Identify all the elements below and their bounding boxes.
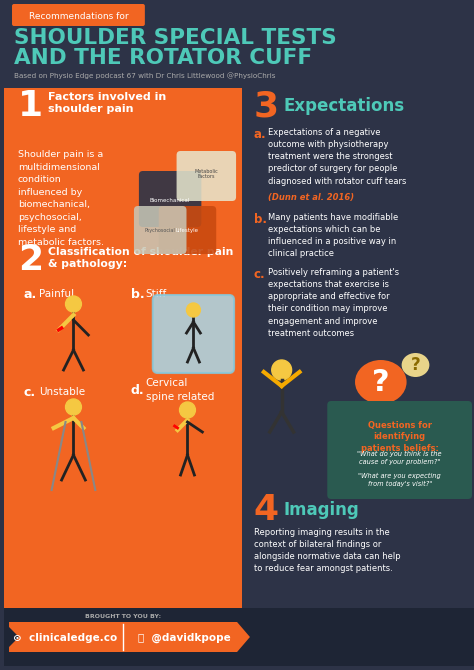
Text: Unstable: Unstable — [39, 387, 85, 397]
FancyBboxPatch shape — [327, 401, 472, 499]
Text: c.: c. — [254, 268, 265, 281]
Polygon shape — [9, 622, 250, 652]
Text: Classification of shoulder pain
& pathology:: Classification of shoulder pain & pathol… — [48, 247, 233, 269]
Text: c.: c. — [24, 385, 36, 399]
Text: Positively reframing a patient's
expectations that exercise is
appropriate and e: Positively reframing a patient's expecta… — [268, 268, 399, 338]
Text: ?: ? — [410, 356, 420, 374]
Text: Stiff: Stiff — [146, 289, 167, 299]
Text: Painful: Painful — [39, 289, 74, 299]
Circle shape — [65, 399, 82, 415]
Circle shape — [272, 360, 292, 380]
Text: AND THE ROTATOR CUFF: AND THE ROTATOR CUFF — [14, 48, 312, 68]
FancyBboxPatch shape — [4, 608, 474, 666]
Polygon shape — [4, 622, 19, 652]
Text: ⊙  clinicaledge.co: ⊙ clinicaledge.co — [13, 633, 118, 643]
Text: Imaging: Imaging — [283, 501, 359, 519]
FancyBboxPatch shape — [177, 151, 236, 201]
Text: SHOULDER SPECIAL TESTS: SHOULDER SPECIAL TESTS — [14, 28, 337, 48]
Text: a.: a. — [24, 287, 37, 301]
FancyBboxPatch shape — [153, 295, 234, 373]
FancyBboxPatch shape — [134, 206, 186, 254]
Text: Cervical
spine related: Cervical spine related — [146, 379, 214, 401]
Text: Psychosocial: Psychosocial — [145, 228, 175, 232]
Text: Expectations: Expectations — [283, 97, 405, 115]
Text: b.: b. — [254, 213, 267, 226]
Text: Lifestyle: Lifestyle — [176, 228, 199, 232]
Text: d.: d. — [131, 383, 145, 397]
Ellipse shape — [355, 360, 407, 404]
Text: "What do you think is the
cause of your problem?": "What do you think is the cause of your … — [357, 451, 442, 464]
Text: Reporting imaging results in the
context of bilateral findings or
alongside norm: Reporting imaging results in the context… — [254, 528, 401, 574]
Text: ?: ? — [372, 368, 390, 397]
Ellipse shape — [401, 353, 429, 377]
Text: 2: 2 — [18, 243, 43, 277]
Text: Many patients have modifiable
expectations which can be
influenced in a positive: Many patients have modifiable expectatio… — [268, 213, 398, 259]
Text: Shoulder pain is a
multidimensional
condition
influenced by
biomechanical,
psych: Shoulder pain is a multidimensional cond… — [18, 150, 104, 247]
Text: Biomechanical: Biomechanical — [149, 198, 190, 202]
FancyBboxPatch shape — [4, 88, 242, 660]
Text: "What are you expecting
from today's visit?": "What are you expecting from today's vis… — [358, 473, 441, 486]
Text: Metabolic
Factors: Metabolic Factors — [194, 169, 218, 180]
Text: 4: 4 — [254, 493, 279, 527]
Circle shape — [180, 402, 195, 418]
Circle shape — [65, 296, 82, 312]
Text: (Dunn et al. 2016): (Dunn et al. 2016) — [268, 193, 354, 202]
Text: Factors involved in
shoulder pain: Factors involved in shoulder pain — [48, 92, 166, 115]
Text: 3: 3 — [254, 89, 279, 123]
Text: 🐦  @davidkpope: 🐦 @davidkpope — [138, 633, 231, 643]
Text: Based on Physio Edge podcast 67 with Dr Chris Littlewood @PhysioChris: Based on Physio Edge podcast 67 with Dr … — [14, 72, 275, 79]
Text: Expectations of a negative
outcome with physiotherapy
treatment were the stronge: Expectations of a negative outcome with … — [268, 128, 406, 186]
Circle shape — [186, 303, 201, 317]
Text: BROUGHT TO YOU BY:: BROUGHT TO YOU BY: — [85, 614, 161, 618]
FancyBboxPatch shape — [12, 4, 145, 26]
Text: a.: a. — [254, 128, 266, 141]
Text: b.: b. — [131, 287, 145, 301]
FancyBboxPatch shape — [159, 206, 216, 254]
Text: Questions for
identifying
patients beliefs:: Questions for identifying patients belie… — [361, 421, 438, 453]
Text: Recommendations for: Recommendations for — [28, 11, 128, 21]
Text: 1: 1 — [18, 89, 43, 123]
FancyBboxPatch shape — [139, 171, 201, 227]
